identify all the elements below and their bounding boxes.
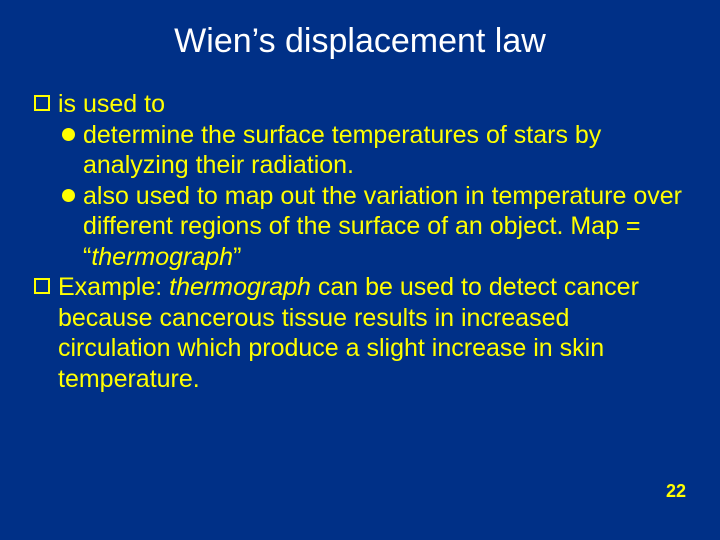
text-run: ” (233, 243, 241, 271)
list-item-text: determine the surface temperatures of st… (83, 120, 686, 181)
square-bullet-icon (34, 278, 50, 294)
slide-body: is used to determine the surface tempera… (0, 89, 720, 394)
list-item-text: also used to map out the variation in te… (83, 181, 686, 273)
list-item: is used to (34, 89, 686, 120)
slide-title: Wien’s displacement law (0, 0, 720, 89)
slide: Wien’s displacement law is used to deter… (0, 0, 720, 540)
list-item-text: is used to (58, 89, 686, 120)
list-item: Example: thermograph can be used to dete… (34, 272, 686, 394)
text-emphasis: thermograph (91, 243, 233, 271)
list-item-text: Example: thermograph can be used to dete… (58, 272, 686, 394)
list-item: also used to map out the variation in te… (34, 181, 686, 273)
disc-bullet-icon (62, 128, 75, 141)
text-emphasis: thermograph (169, 273, 311, 301)
text-run: Example: (58, 273, 169, 301)
page-number: 22 (666, 481, 686, 502)
disc-bullet-icon (62, 189, 75, 202)
square-bullet-icon (34, 95, 50, 111)
list-item: determine the surface temperatures of st… (34, 120, 686, 181)
